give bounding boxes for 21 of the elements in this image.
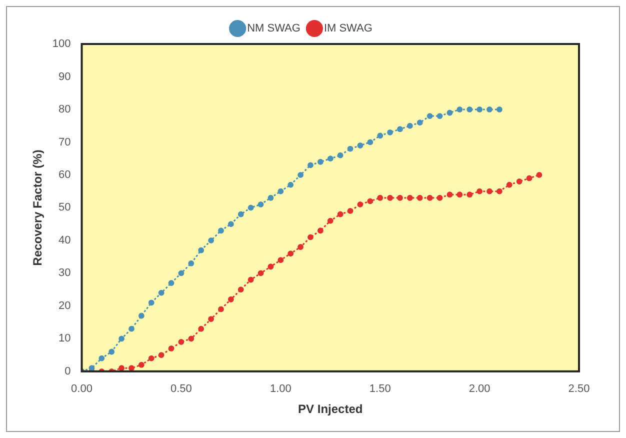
y-tick-label: 80 — [58, 104, 71, 116]
x-tick-label: 2.50 — [568, 383, 590, 396]
y-tick-label: 60 — [58, 168, 71, 181]
x-tick-label: 0.50 — [170, 383, 192, 396]
y-tick-label: 90 — [58, 70, 71, 83]
y-tick-label: 0 — [64, 365, 71, 378]
y-tick-label: 50 — [58, 202, 71, 214]
y-tick-label: 20 — [58, 300, 71, 312]
y-tick-label: 100 — [52, 38, 71, 50]
x-axis-title: PV Injected — [298, 402, 363, 416]
y-tick-label: 70 — [58, 136, 71, 148]
x-tick-label: 2.00 — [468, 383, 490, 396]
y-tick-label: 10 — [58, 332, 71, 345]
x-tick-label: 1.50 — [369, 383, 391, 396]
x-tick-label: 1.00 — [270, 383, 292, 396]
legend-label: NM SWAG — [247, 22, 300, 35]
y-tick-label: 40 — [58, 234, 71, 246]
y-axis-title: Recovery Factor (%) — [30, 150, 45, 266]
x-tick-label: 0.00 — [71, 383, 92, 396]
legend-label: IM SWAG — [324, 22, 372, 35]
y-tick-label: 30 — [58, 267, 71, 280]
